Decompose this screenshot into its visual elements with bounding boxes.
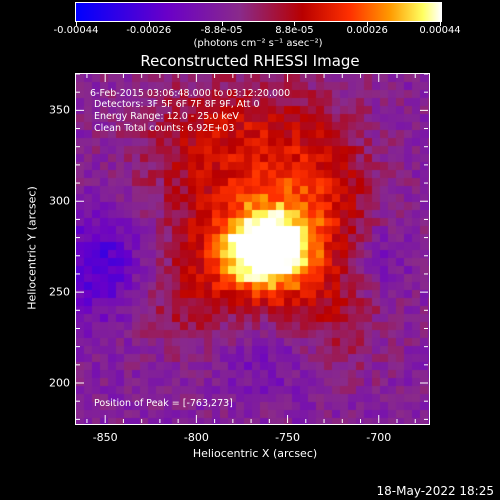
colorbar-tick-label: -0.00044 xyxy=(53,25,99,36)
info-clean: Clean Total counts: 6.92E+03 xyxy=(94,123,235,134)
x-tick-label: -750 xyxy=(275,431,301,444)
heatmap-image xyxy=(76,74,429,424)
colorbar-tick-mark xyxy=(440,22,441,26)
y-tick-label: 350 xyxy=(49,103,70,117)
colorbar-tick-mark xyxy=(148,22,150,26)
colorbar xyxy=(75,2,442,22)
colorbar-tick-label: -0.00026 xyxy=(126,25,172,36)
y-tick-label: 300 xyxy=(49,194,70,208)
x-tick-label: -700 xyxy=(366,431,392,444)
footer-date: 18-May-2022 18:25 xyxy=(376,484,494,498)
colorbar-tick-mark xyxy=(294,22,296,26)
info-peak: Position of Peak = [-763,273] xyxy=(94,398,233,409)
x-tick-label: -800 xyxy=(183,431,209,444)
colorbar-gradient xyxy=(76,3,441,21)
colorbar-tick-label: 0.00044 xyxy=(419,25,461,36)
colorbar-tick-mark xyxy=(367,22,369,26)
x-axis-label: Heliocentric X (arcsec) xyxy=(192,447,318,460)
colorbar-tick-label: 0.00026 xyxy=(346,25,388,36)
x-tick-label: -850 xyxy=(92,431,118,444)
colorbar-tick-label: 8.8e-05 xyxy=(275,25,314,36)
y-tick-label: 200 xyxy=(49,376,70,390)
y-tick-label: 250 xyxy=(49,285,70,299)
colorbar-tick-mark xyxy=(221,22,223,26)
info-time-range: 6-Feb-2015 03:06:48.000 to 03:12:20.000 xyxy=(90,88,291,99)
colorbar-unit: (photons cm⁻² s⁻¹ asec⁻²) xyxy=(193,38,323,49)
info-energy: Energy Range: 12.0 - 25.0 keV xyxy=(94,111,239,122)
colorbar-tick-label: -8.8e-05 xyxy=(200,25,243,36)
heatmap-plot: 6-Feb-2015 03:06:48.000 to 03:12:20.000 … xyxy=(75,73,430,425)
colorbar-tick-mark xyxy=(76,22,77,26)
chart-title: Reconstructed RHESSI Image xyxy=(140,52,360,70)
y-axis-label: Heliocentric Y (arcsec) xyxy=(25,186,39,310)
info-detectors: Detectors: 3F 5F 6F 7F 8F 9F, Att 0 xyxy=(94,99,260,110)
